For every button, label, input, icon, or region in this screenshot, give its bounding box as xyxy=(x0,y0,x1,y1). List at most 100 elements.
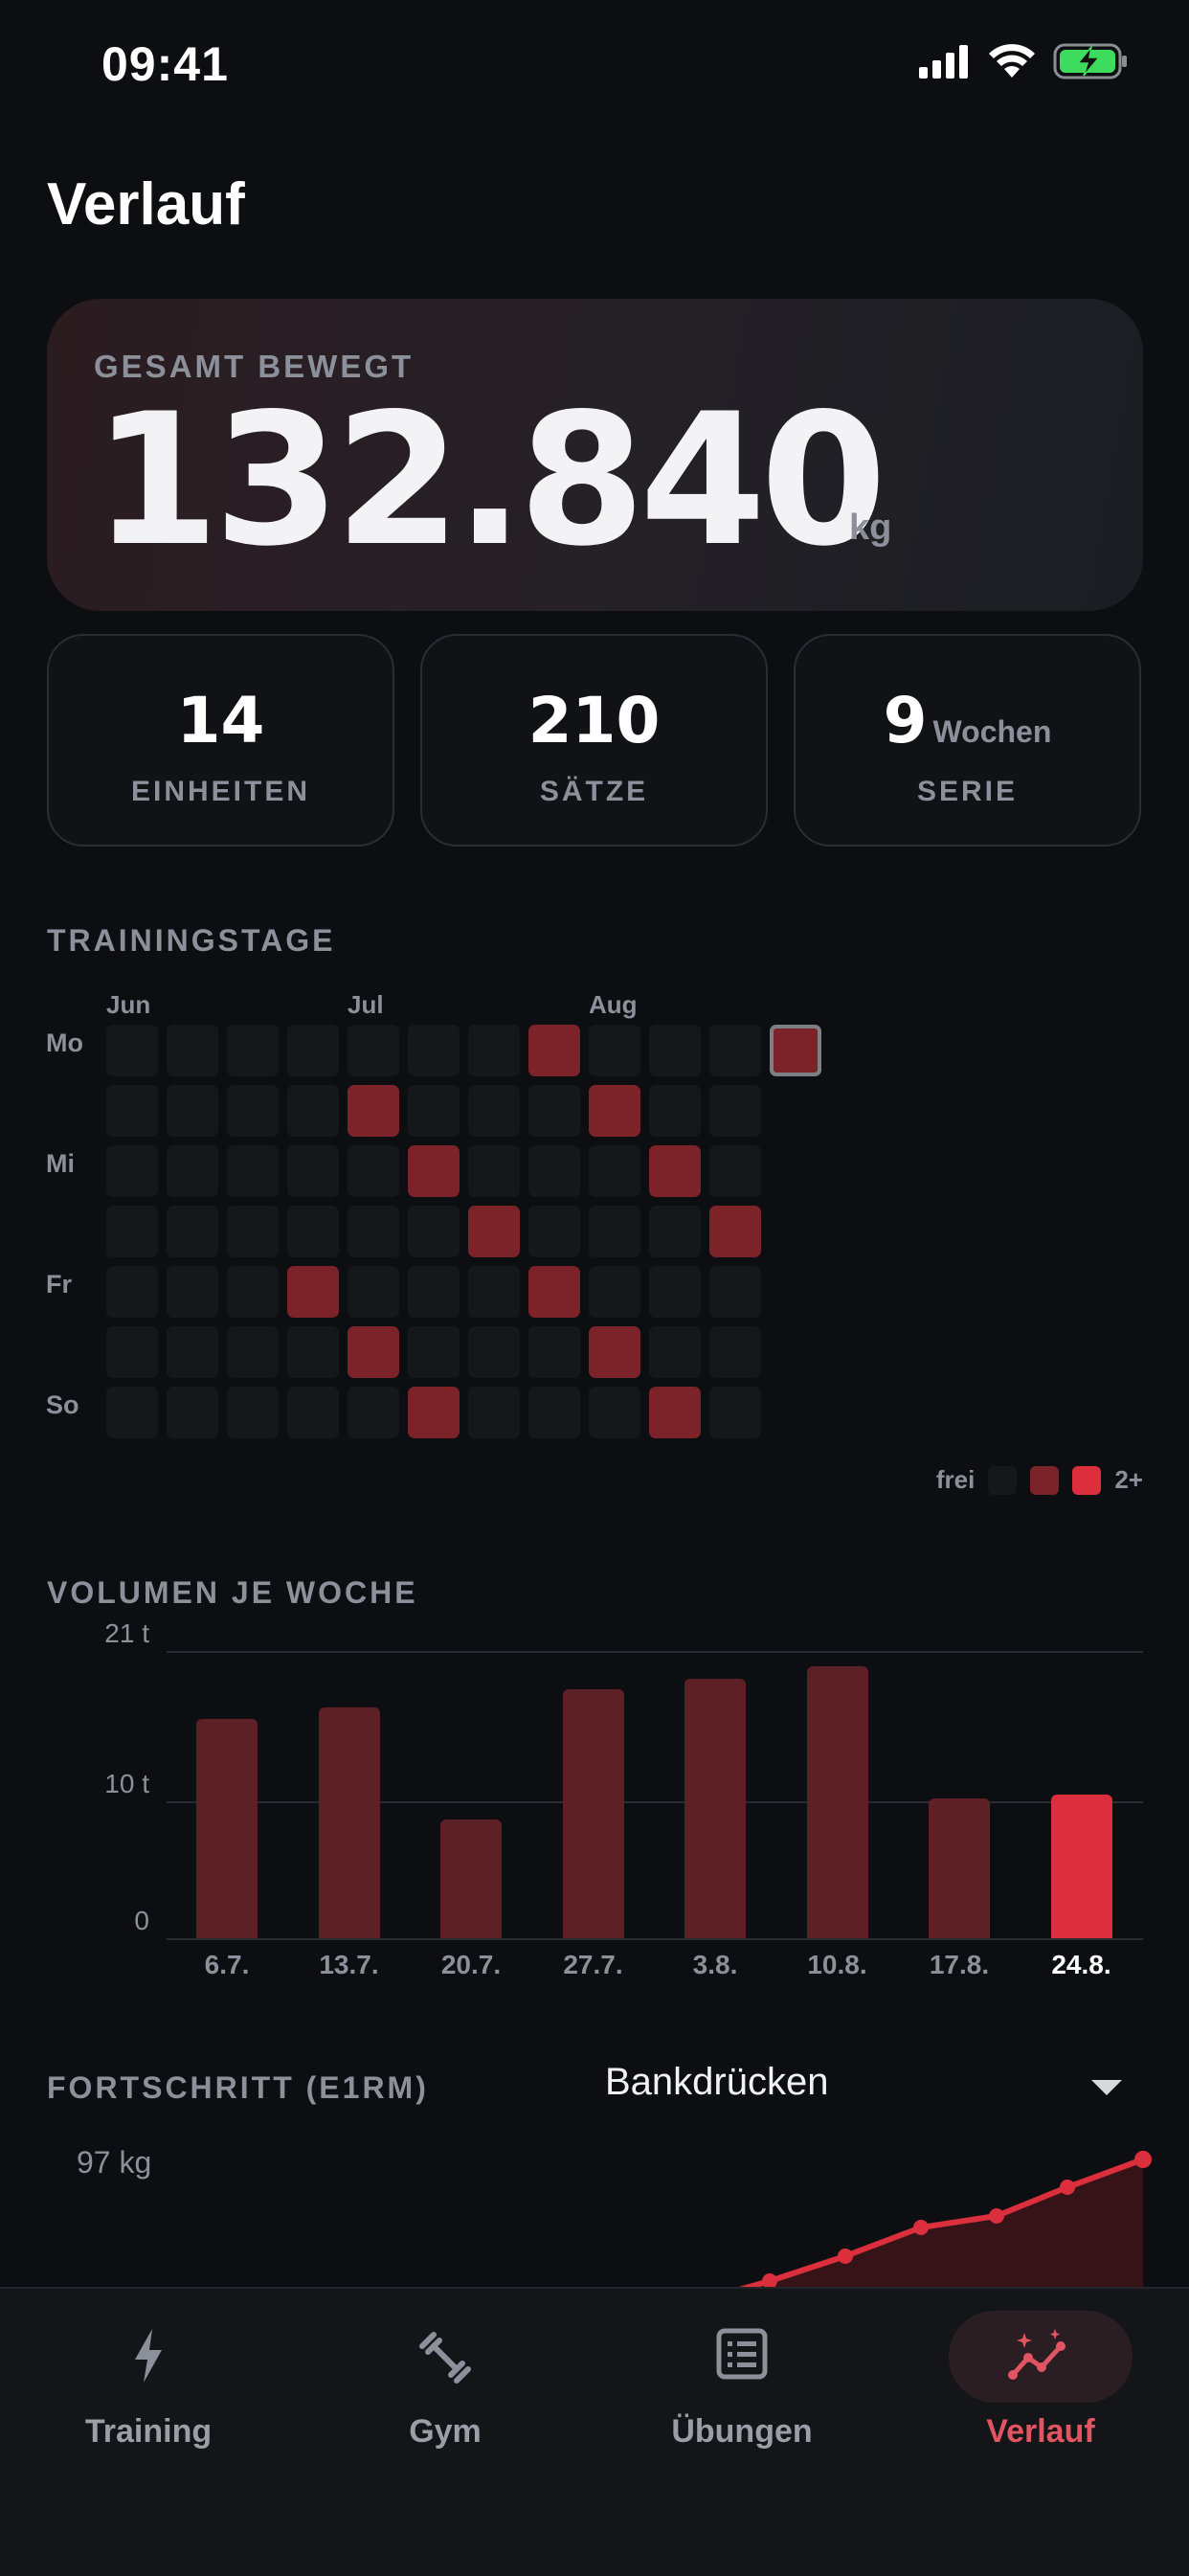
heatmap-cell[interactable] xyxy=(167,1326,218,1378)
heatmap-cell[interactable] xyxy=(589,1145,640,1197)
heatmap-cell[interactable] xyxy=(106,1085,158,1137)
heatmap-cell[interactable] xyxy=(227,1326,279,1378)
heatmap-cell[interactable] xyxy=(649,1145,701,1197)
volume-bar[interactable] xyxy=(1050,1795,1112,1938)
heatmap-cell[interactable] xyxy=(227,1145,279,1197)
heatmap-cell[interactable] xyxy=(528,1025,580,1076)
tab-history[interactable]: Verlauf xyxy=(892,2289,1189,2519)
heatmap-cell[interactable] xyxy=(649,1206,701,1257)
heatmap-cell[interactable] xyxy=(468,1145,520,1197)
heatmap-cell[interactable] xyxy=(408,1387,460,1438)
heatmap-cell[interactable] xyxy=(408,1206,460,1257)
progress-point xyxy=(913,2220,929,2235)
heatmap-cell[interactable] xyxy=(528,1145,580,1197)
heatmap-cell[interactable] xyxy=(287,1085,339,1137)
heatmap-cell[interactable] xyxy=(106,1206,158,1257)
heatmap-cell[interactable] xyxy=(468,1085,520,1137)
heatmap-cell[interactable] xyxy=(227,1206,279,1257)
heatmap-cell[interactable] xyxy=(348,1025,399,1076)
heatmap-cell[interactable] xyxy=(468,1206,520,1257)
heatmap-cell[interactable] xyxy=(348,1085,399,1137)
heatmap-cell[interactable] xyxy=(709,1326,761,1378)
heatmap-cell[interactable] xyxy=(709,1206,761,1257)
heatmap-cell[interactable] xyxy=(528,1085,580,1137)
heatmap-cell[interactable] xyxy=(589,1206,640,1257)
heatmap-cell[interactable] xyxy=(106,1326,158,1378)
tab-gym[interactable]: Gym xyxy=(297,2289,594,2519)
heatmap-cell[interactable] xyxy=(528,1266,580,1318)
stat-label: SÄTZE xyxy=(539,776,649,807)
heatmap-cell[interactable] xyxy=(227,1387,279,1438)
legend-swatch-one xyxy=(1030,1465,1060,1495)
heatmap-cell[interactable] xyxy=(468,1387,520,1438)
heatmap-cell[interactable] xyxy=(709,1266,761,1318)
heatmap-cell[interactable] xyxy=(106,1387,158,1438)
heatmap-cell[interactable] xyxy=(287,1206,339,1257)
heatmap-cell[interactable] xyxy=(709,1025,761,1076)
heatmap-cell[interactable] xyxy=(408,1145,460,1197)
legend-free-label: frei xyxy=(935,1465,976,1494)
heatmap-cell[interactable] xyxy=(709,1085,761,1137)
heatmap-cell[interactable] xyxy=(167,1266,218,1318)
heatmap-cell[interactable] xyxy=(649,1266,701,1318)
volume-bar[interactable] xyxy=(562,1689,624,1938)
heatmap-cell[interactable] xyxy=(287,1145,339,1197)
chevron-down-icon[interactable] xyxy=(1091,2080,1122,2095)
heatmap-cell[interactable] xyxy=(167,1085,218,1137)
heatmap-cell[interactable] xyxy=(770,1025,821,1076)
heatmap-cell[interactable] xyxy=(408,1266,460,1318)
heatmap-cell[interactable] xyxy=(528,1326,580,1378)
volume-bar[interactable] xyxy=(684,1678,746,1938)
heatmap-cell[interactable] xyxy=(348,1326,399,1378)
heatmap-cell[interactable] xyxy=(709,1145,761,1197)
heatmap-cell[interactable] xyxy=(348,1145,399,1197)
heatmap-cell[interactable] xyxy=(348,1387,399,1438)
volume-bar[interactable] xyxy=(318,1706,380,1938)
heatmap-cell[interactable] xyxy=(649,1025,701,1076)
heatmap-cell[interactable] xyxy=(167,1025,218,1076)
heatmap-cell[interactable] xyxy=(227,1085,279,1137)
y-tick-label: 10 t xyxy=(104,1769,149,1799)
tab-training[interactable]: Training xyxy=(0,2289,297,2519)
heatmap-cell[interactable] xyxy=(106,1145,158,1197)
heatmap-cell[interactable] xyxy=(589,1387,640,1438)
heatmap-cell[interactable] xyxy=(649,1387,701,1438)
heatmap-cell[interactable] xyxy=(106,1266,158,1318)
heatmap-cell[interactable] xyxy=(408,1085,460,1137)
heatmap-cell[interactable] xyxy=(167,1387,218,1438)
heatmap-cell[interactable] xyxy=(468,1326,520,1378)
heatmap-cell[interactable] xyxy=(167,1145,218,1197)
signal-icon xyxy=(919,45,968,79)
heatmap-cell[interactable] xyxy=(287,1025,339,1076)
volume-bar[interactable] xyxy=(196,1719,258,1938)
heatmap-cell[interactable] xyxy=(167,1206,218,1257)
heatmap-cell[interactable] xyxy=(468,1025,520,1076)
heatmap-cell[interactable] xyxy=(348,1206,399,1257)
heatmap-cell[interactable] xyxy=(287,1387,339,1438)
heatmap-cell[interactable] xyxy=(589,1025,640,1076)
heatmap-cell[interactable] xyxy=(287,1266,339,1318)
heatmap-cell[interactable] xyxy=(709,1387,761,1438)
heatmap-cell[interactable] xyxy=(649,1326,701,1378)
volume-bar[interactable] xyxy=(806,1665,868,1938)
tab-exercises[interactable]: Übungen xyxy=(594,2289,890,2519)
heatmap-cell[interactable] xyxy=(348,1266,399,1318)
heatmap-cell[interactable] xyxy=(528,1206,580,1257)
heatmap-cell[interactable] xyxy=(106,1025,158,1076)
progress-point xyxy=(838,2248,853,2264)
heatmap-cell[interactable] xyxy=(468,1266,520,1318)
legend-max-label: 2+ xyxy=(1114,1465,1143,1494)
heatmap-cell[interactable] xyxy=(528,1387,580,1438)
heatmap-cell[interactable] xyxy=(408,1326,460,1378)
heatmap-cell[interactable] xyxy=(589,1266,640,1318)
heatmap-cell[interactable] xyxy=(589,1326,640,1378)
volume-bar[interactable] xyxy=(440,1819,502,1938)
heatmap-cell[interactable] xyxy=(408,1025,460,1076)
heatmap-cell[interactable] xyxy=(589,1085,640,1137)
exercise-select[interactable]: Bankdrücken xyxy=(605,2061,829,2103)
heatmap-cell[interactable] xyxy=(227,1266,279,1318)
heatmap-cell[interactable] xyxy=(649,1085,701,1137)
heatmap-cell[interactable] xyxy=(287,1326,339,1378)
heatmap-cell[interactable] xyxy=(227,1025,279,1076)
volume-bar[interactable] xyxy=(929,1798,990,1938)
